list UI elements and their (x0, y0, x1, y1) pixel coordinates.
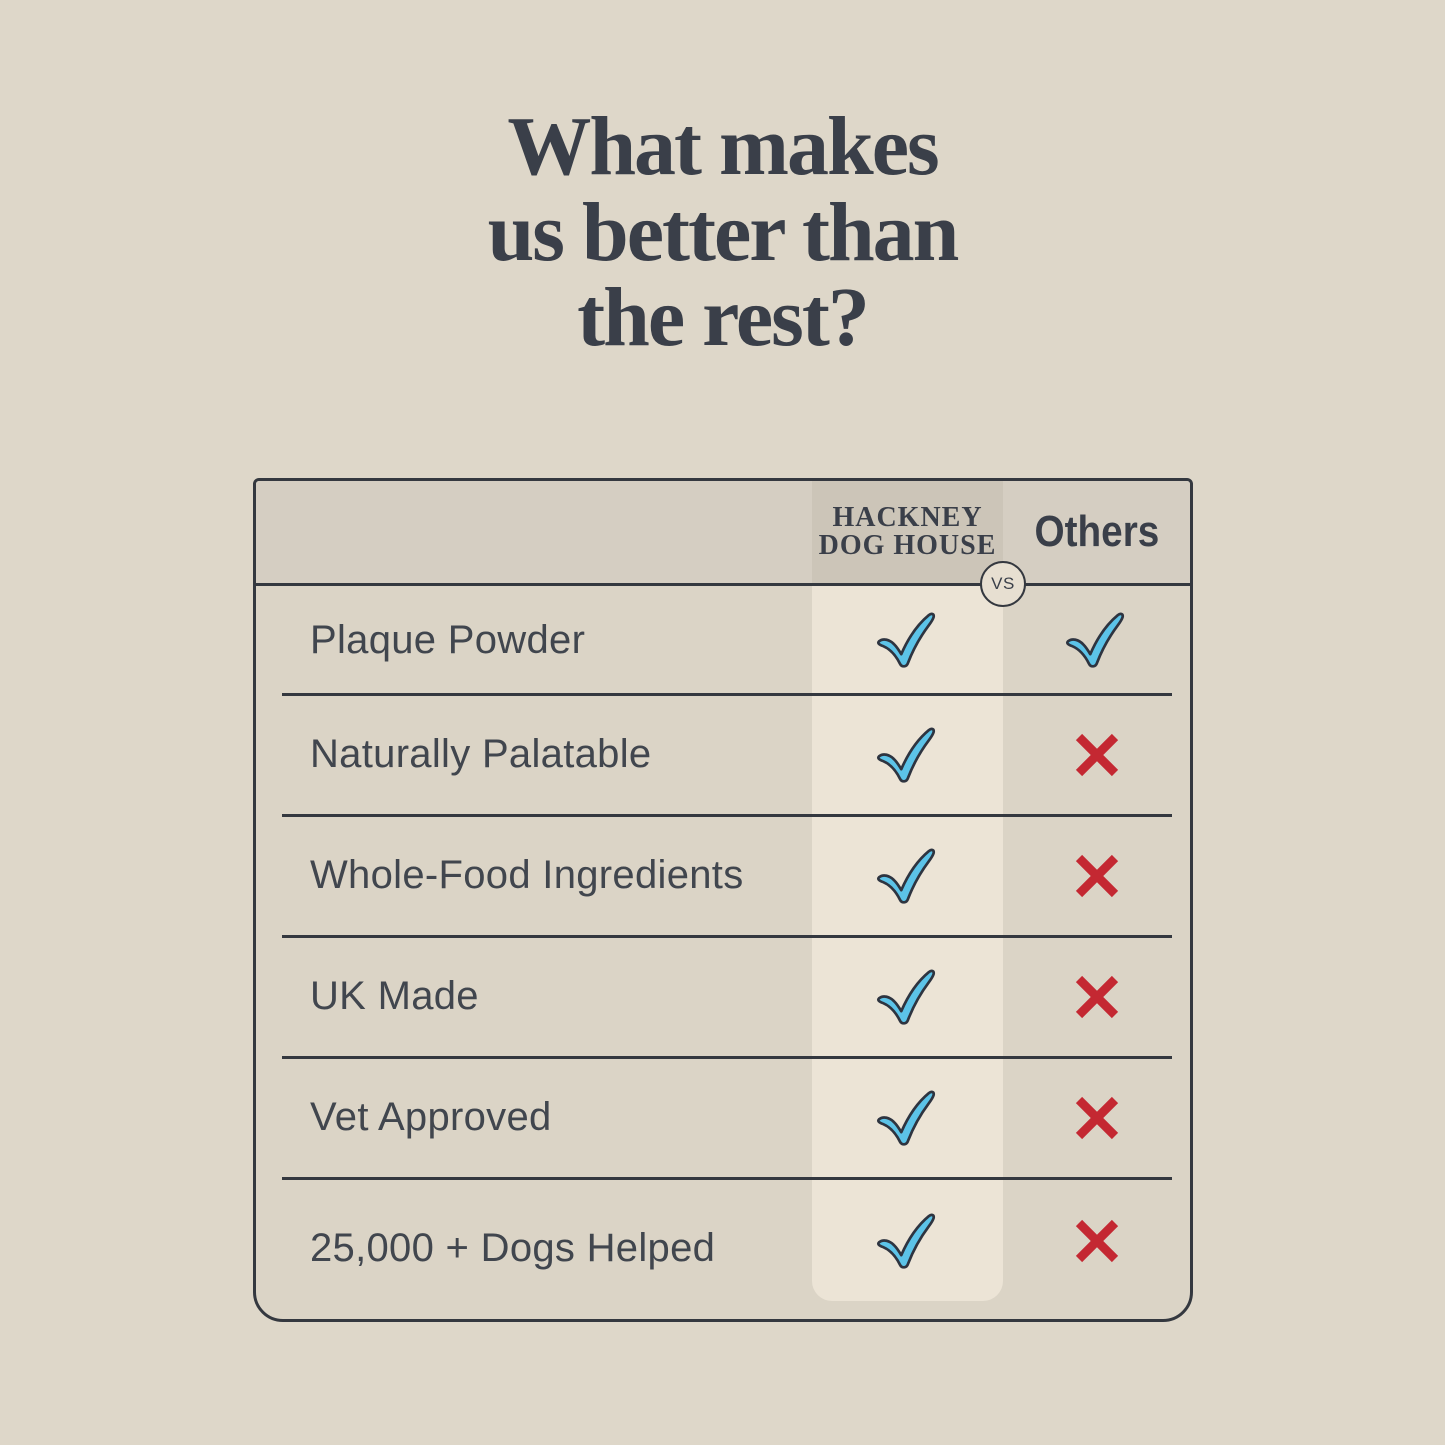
table-row: Vet Approved (256, 1057, 1190, 1180)
brand-name-line: DOG HOUSE (818, 530, 997, 561)
brand-mark-cell (812, 1057, 1003, 1178)
check-icon (874, 845, 942, 907)
cross-icon (1073, 973, 1121, 1021)
cross-icon (1073, 1217, 1121, 1265)
check-icon (874, 1087, 942, 1149)
title-line: What makes (507, 100, 939, 193)
table-header: HACKNEY DOG HOUSE Others (256, 481, 1190, 586)
brand-mark-cell (812, 694, 1003, 815)
table-row: UK Made (256, 936, 1190, 1059)
table-row: 25,000 + Dogs Helped (256, 1178, 1190, 1319)
others-mark-cell (1003, 815, 1190, 936)
brand-mark-cell (812, 586, 1003, 694)
brand-mark-cell (812, 936, 1003, 1057)
check-icon (874, 966, 942, 1028)
page-title: What makes us better than the rest? (0, 0, 1445, 361)
title-line: the rest? (577, 271, 870, 365)
comparison-table: HACKNEY DOG HOUSE Others VS Plaque Powde… (253, 478, 1193, 1322)
feature-label: Naturally Palatable (310, 732, 652, 776)
vs-badge: VS (980, 561, 1026, 607)
brand-name-line: HACKNEY (832, 502, 983, 533)
feature-label: Plaque Powder (310, 617, 586, 662)
cross-icon (1073, 852, 1121, 900)
brand-highlight-column (812, 583, 1003, 1301)
check-icon (874, 1210, 942, 1272)
cross-icon (1073, 1094, 1121, 1142)
others-mark-cell (1003, 694, 1190, 815)
feature-label: 25,000 + Dogs Helped (310, 1226, 716, 1270)
table-rows: Plaque Powder Naturally Palatable (256, 586, 1190, 1319)
table-row: Naturally Palatable (256, 694, 1190, 817)
table-row: Whole-Food Ingredients (256, 815, 1190, 938)
others-mark-cell (1003, 936, 1190, 1057)
others-mark-cell (1003, 1170, 1190, 1322)
check-icon (874, 609, 942, 671)
others-mark-cell (1003, 1057, 1190, 1178)
feature-label: UK Made (310, 974, 479, 1018)
feature-label: Whole-Food Ingredients (310, 853, 744, 897)
header-others-cell: Others (1003, 481, 1190, 583)
header-brand-cell: HACKNEY DOG HOUSE (812, 481, 1003, 583)
others-column-label: Others (1034, 507, 1159, 556)
title-line: us better than (487, 185, 960, 279)
brand-mark-cell (812, 1170, 1003, 1322)
check-icon (874, 724, 942, 786)
table-row: Plaque Powder (256, 586, 1190, 696)
check-icon (1063, 609, 1131, 671)
feature-label: Vet Approved (310, 1095, 552, 1139)
others-mark-cell (1003, 586, 1190, 694)
cross-icon (1073, 731, 1121, 779)
brand-mark-cell (812, 815, 1003, 936)
